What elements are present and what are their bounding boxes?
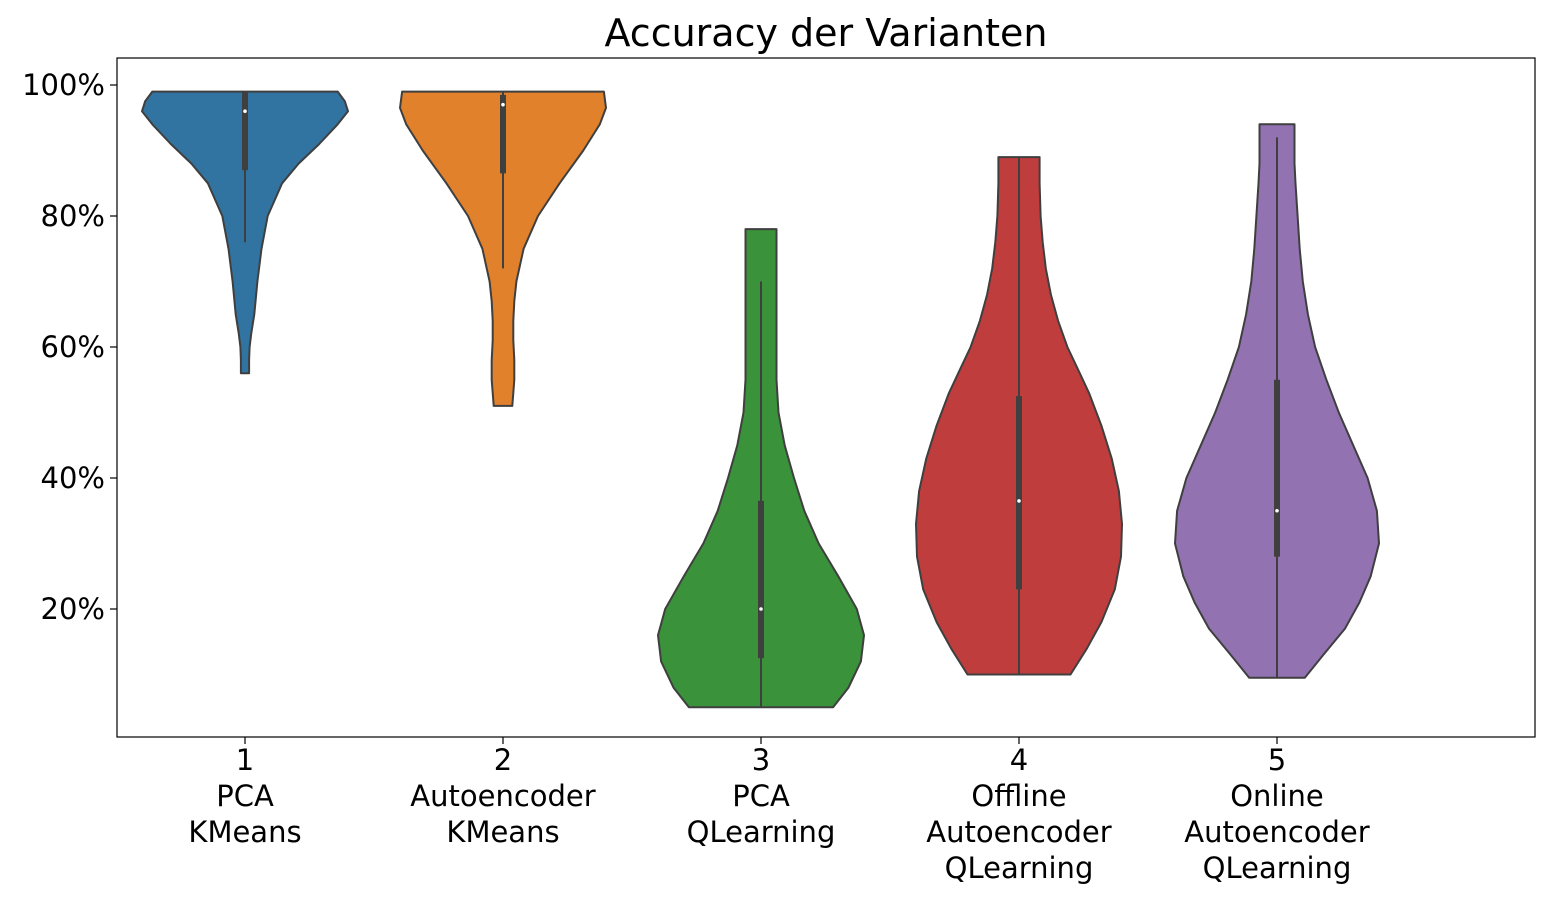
x-tick-label: Offline — [971, 779, 1066, 813]
x-tick-label: Online — [1230, 779, 1324, 813]
x-tick-label: 4 — [1010, 743, 1028, 777]
violins-group — [141, 90, 1380, 709]
x-tick-label: 5 — [1268, 743, 1286, 777]
x-tick-label: QLearning — [1203, 851, 1352, 885]
violin-median-2 — [501, 102, 505, 107]
chart-title: Accuracy der Varianten — [604, 11, 1047, 55]
x-tick-label: Autoencoder — [1184, 815, 1369, 849]
violin-median-1 — [243, 109, 247, 113]
x-tick-label: 1 — [236, 743, 254, 777]
violin-median-3 — [759, 607, 763, 611]
x-tick-label: KMeans — [188, 815, 301, 849]
x-tick-label: KMeans — [446, 815, 559, 849]
x-tick-label: PCA — [732, 779, 790, 813]
y-tick-label: 80% — [41, 199, 105, 233]
x-tick-label: Autoencoder — [410, 779, 595, 813]
violin-median-4 — [1017, 499, 1021, 503]
violin-median-5 — [1275, 508, 1279, 513]
plot-frame — [116, 57, 1536, 738]
x-tick-label: 3 — [752, 743, 770, 777]
x-tick-label: PCA — [216, 779, 274, 813]
x-tick-label: Autoencoder — [926, 815, 1111, 849]
y-axis: 20% 40% 60% 80% 100% — [22, 68, 117, 626]
x-tick-label: 2 — [494, 743, 512, 777]
x-tick-label: QLearning — [687, 815, 836, 849]
x-axis: 1PCAKMeans2AutoencoderKMeans3PCAQLearnin… — [188, 737, 1370, 885]
y-tick-label: 40% — [41, 461, 105, 495]
y-tick-label: 60% — [41, 330, 105, 364]
x-tick-label: QLearning — [945, 851, 1094, 885]
y-tick-label: 100% — [22, 68, 105, 102]
y-tick-label: 20% — [41, 592, 105, 626]
